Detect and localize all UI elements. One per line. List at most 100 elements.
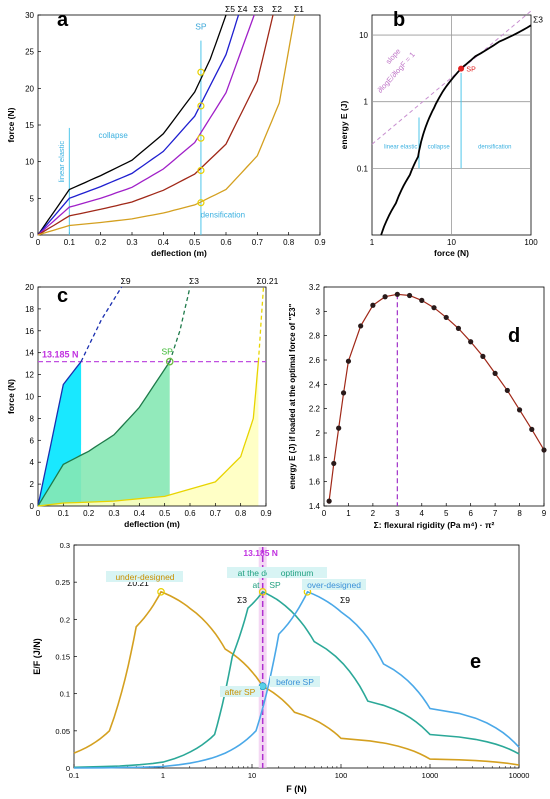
y-tick-label: 16: [25, 327, 34, 336]
x-tick-label: 0.6: [220, 238, 232, 247]
series-label: Σ3: [237, 595, 247, 605]
x-tick-label: 0.2: [95, 238, 107, 247]
series-label: Σ3: [253, 4, 263, 14]
data-point: [382, 294, 388, 300]
y-tick-label: 2: [316, 429, 321, 438]
sp-marker: [458, 65, 465, 72]
panel-letter: b: [393, 9, 405, 31]
series-label: Σ4: [238, 4, 248, 14]
plot-frame: [37, 14, 321, 236]
sp-label: SP: [195, 22, 207, 32]
y-axis-label: energy E (J): [339, 101, 349, 150]
series-label: Σ9: [121, 276, 131, 286]
x-axis-label: deflection (m): [151, 248, 207, 258]
y-tick-label: 2: [30, 480, 35, 489]
y-tick-label: 30: [25, 11, 34, 20]
y-tick-label: 6: [30, 436, 35, 445]
y-tick-label: 14: [25, 349, 34, 358]
annotation-label: after SP: [225, 687, 256, 697]
panel-a: 0 0.1 0.2 0.3 0.4 0.5 0.6 0.7 0.8 0.9 0 5 10 15 20 25 30…: [6, 4, 326, 258]
y-tick-label: 0: [30, 502, 35, 511]
data-point: [331, 460, 337, 467]
energy-curve: [380, 24, 532, 236]
series-line-dashed: [169, 286, 191, 362]
y-tick-label: 0.3: [60, 541, 70, 550]
data-point: [541, 447, 547, 453]
energy-area: [38, 361, 170, 506]
annotation-label: at the design: [238, 568, 287, 578]
plot-frame: [323, 286, 545, 507]
annotation-bg: [302, 579, 366, 590]
crossing-marker: [258, 682, 267, 691]
x-tick-label: 0.1: [69, 771, 79, 780]
y-tick-label: 1.8: [309, 453, 321, 462]
x-axis-label: Σ: flexural rigidity (Pa m⁴) · π²: [374, 520, 495, 530]
x-tick-label: 7: [493, 509, 498, 518]
y-tick-label: 15: [25, 121, 34, 130]
y-tick-label: 0.2: [60, 615, 70, 624]
y-tick-label: 8: [30, 414, 35, 423]
series-line: [73, 590, 520, 769]
y-tick-label: 0.1: [357, 164, 369, 173]
annotation-label: over-designed: [307, 580, 361, 590]
x-tick-label: 0.8: [235, 509, 247, 518]
data-point: [406, 292, 413, 299]
panel-letter: e: [470, 651, 481, 673]
panel-letter: c: [57, 285, 68, 307]
x-tick-label: 10: [248, 771, 256, 780]
annotation-bg: [267, 567, 327, 578]
y-tick-label: 0.15: [55, 653, 70, 662]
series-line: [37, 361, 82, 507]
sp-marker: [197, 102, 205, 110]
data-point: [504, 387, 510, 394]
series-label: Σ9: [340, 595, 350, 605]
y-tick-label: 0: [66, 764, 70, 773]
data-point: [492, 370, 498, 376]
data-point: [431, 305, 437, 311]
optimum-marker: [157, 588, 165, 596]
x-tick-label: 0.5: [159, 509, 171, 518]
series-line: [73, 590, 520, 766]
data-point: [529, 426, 535, 432]
y-tick-label: 0.25: [55, 578, 70, 587]
data-point: [480, 353, 486, 359]
x-tick-label: 0.7: [252, 238, 264, 247]
x-axis-label: F (N): [286, 784, 307, 794]
x-tick-label: 6: [468, 509, 473, 518]
x-tick-label: 10: [447, 238, 456, 247]
series-line: [37, 361, 260, 507]
x-tick-label: 1: [346, 509, 351, 518]
x-tick-label: 0.1: [64, 238, 76, 247]
annotation-label: before SP: [276, 677, 314, 687]
data-point: [394, 291, 400, 297]
series-line: [37, 14, 227, 236]
series-label: Σ5: [225, 4, 235, 14]
y-tick-label: 5: [30, 194, 35, 203]
optimal-force-label: 13.185 N: [42, 350, 79, 360]
x-tick-label: 0: [36, 509, 41, 518]
annotation-bg: [227, 567, 297, 578]
y-tick-label: 0.05: [55, 727, 70, 736]
x-tick-label: 3: [395, 509, 400, 518]
x-tick-label: 5: [444, 509, 449, 518]
y-tick-label: 3: [316, 307, 321, 316]
x-tick-label: 0.9: [260, 509, 272, 518]
x-tick-label: 0.8: [283, 238, 295, 247]
panel-c: 0 0.1 0.2 0.3 0.4 0.5 0.6 0.7 0.8 0.9 0 2 4 6 8 10 12 14 1…: [6, 276, 279, 529]
x-tick-label: 100: [524, 238, 538, 247]
panel-e: 0.1 1 10 100 1000 10000 0 0.05 0.1 0.15 0.2 0.25 0.3…: [32, 541, 529, 794]
x-tick-label: 100: [335, 771, 348, 780]
data-point: [419, 297, 425, 303]
annotation-label: SP: [269, 580, 281, 590]
data-point: [443, 314, 449, 321]
series-label: Σ0.21: [127, 578, 149, 588]
annotation-bg: [106, 571, 183, 582]
x-tick-label: 2: [371, 509, 376, 518]
sp-marker: [197, 134, 205, 142]
series-line: [37, 14, 274, 236]
x-tick-label: 0.6: [184, 509, 196, 518]
y-tick-label: 1.6: [309, 478, 321, 487]
x-axis-label: force (N): [434, 248, 469, 258]
